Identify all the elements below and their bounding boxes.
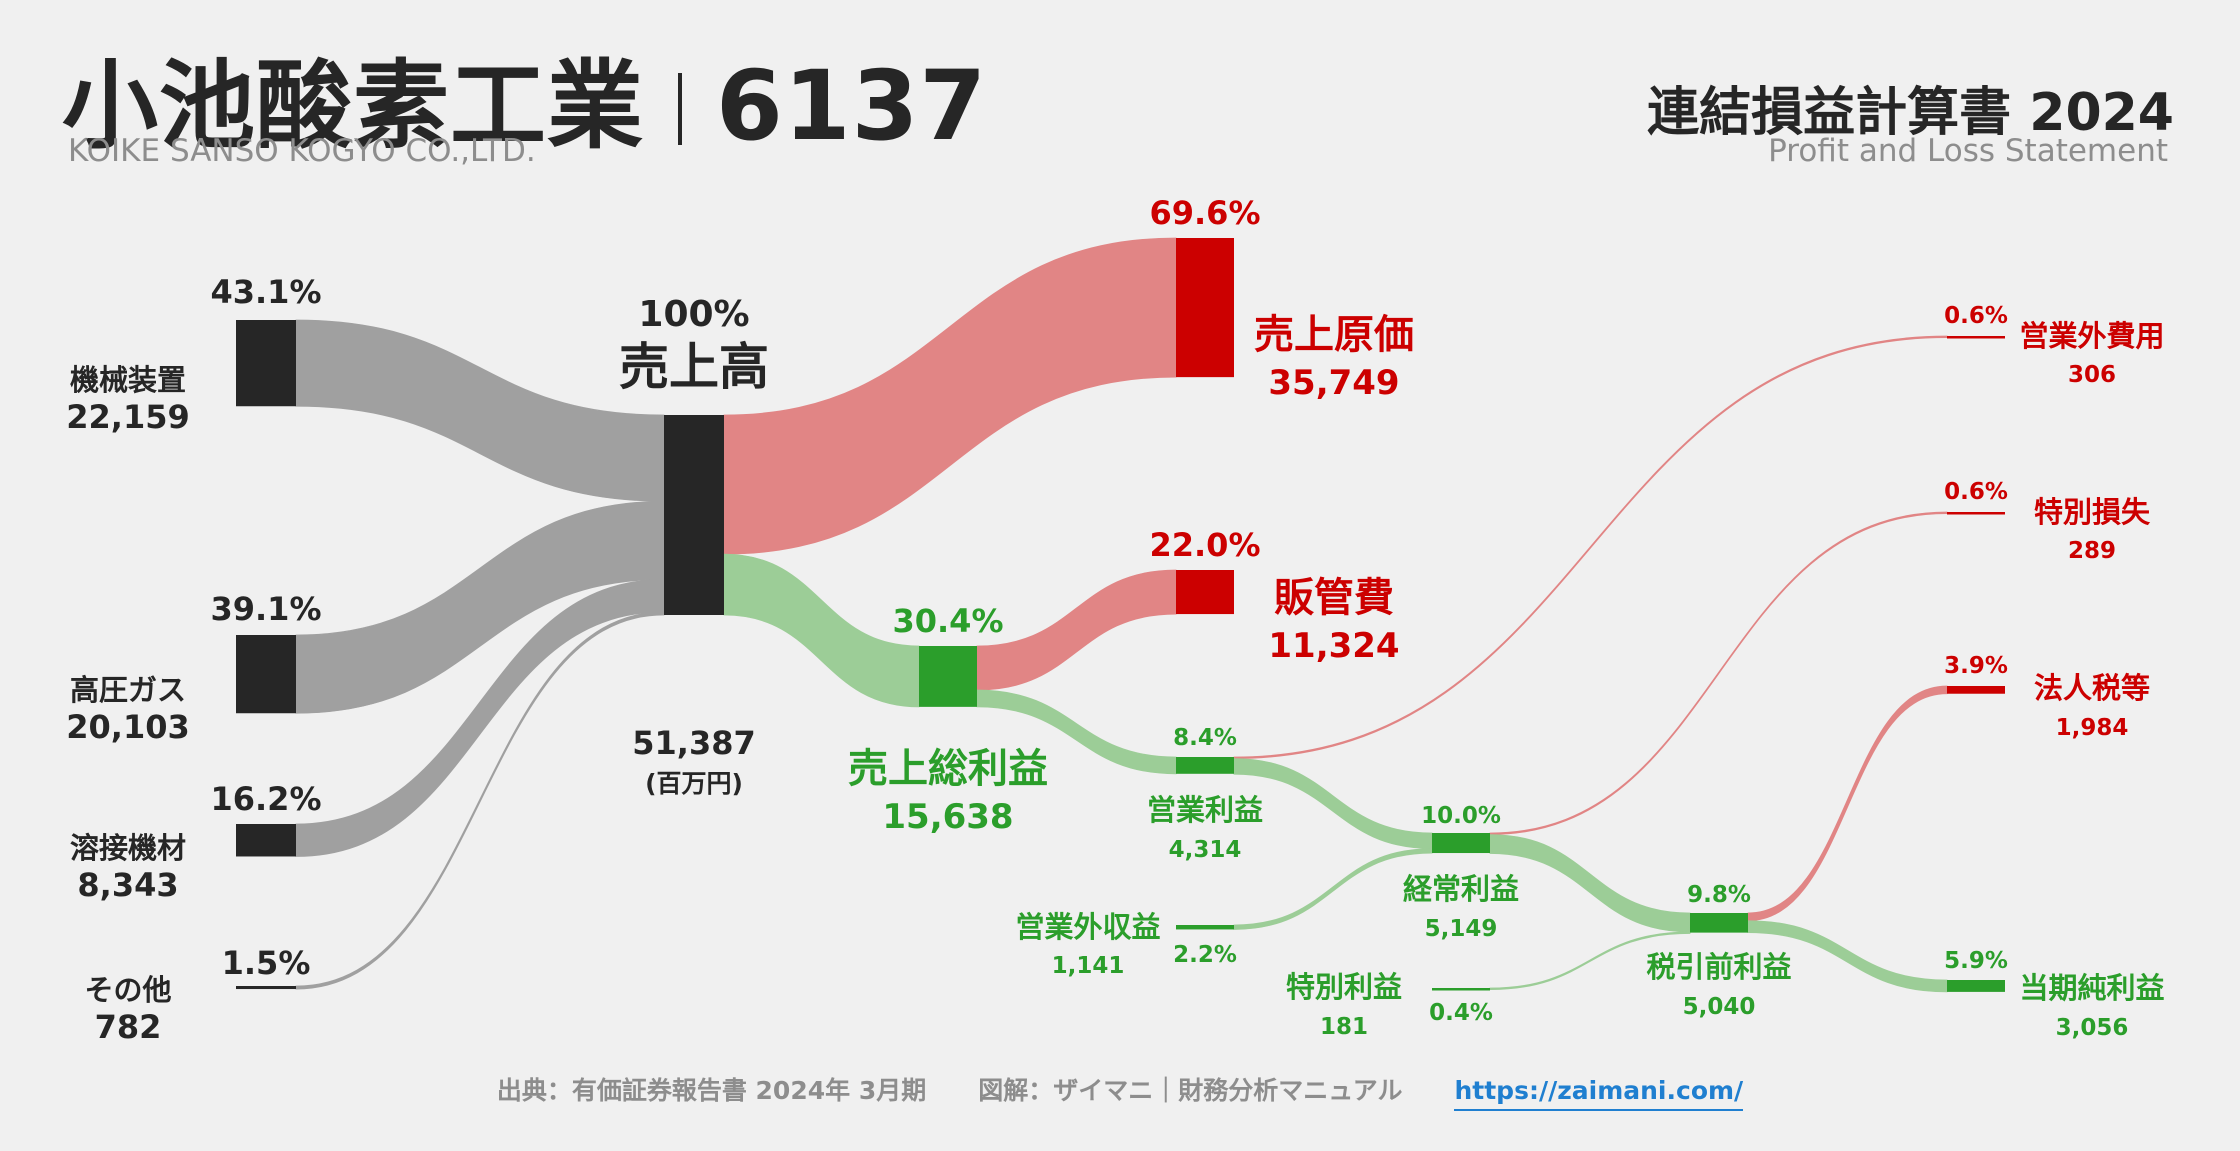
label-value-operating_profit: 4,314 [1169,837,1242,863]
label-value-machinery: 22,159 [66,398,189,436]
label-label-gas: 高圧ガス [70,673,186,707]
node-bar-ordinary_profit [1432,833,1490,854]
node-bar-non_op_expense [1947,336,2005,339]
label-pct-pretax_profit: 9.8% [1687,882,1751,908]
label-value-cogs: 35,749 [1268,363,1399,403]
sankey-link-extra_gain-to-pretax_profit [1489,931,1691,991]
label-pct-gas: 39.1% [210,590,321,628]
node-bar-sga [1176,570,1234,615]
node-bar-operating_profit [1176,757,1234,774]
sankey-link-revenue-to-cogs [723,237,1177,555]
sankey-link-pretax_profit-to-tax [1747,685,1948,922]
label-label-welding: 溶接機材 [70,831,186,865]
label-pct-tax: 3.9% [1944,653,2008,679]
label-label-operating_profit: 営業利益 [1147,793,1263,827]
sankey-link-ordinary_profit-to-extra_loss [1489,511,1948,836]
label-pct-revenue: 100% [638,294,749,335]
label-label-sga: 販管費 [1274,575,1394,621]
node-bar-extra_loss [1947,512,2005,515]
label-pct-gross_profit: 30.4% [892,602,1003,640]
label-pct-net_profit: 5.9% [1944,948,2008,974]
node-bar-gas [236,635,296,714]
label-label-pretax_profit: 税引前利益 [1646,950,1791,984]
label-label-non_op_expense: 営業外費用 [2019,319,2164,353]
statement-title: 連結損益計算書 2024 [1647,83,2174,143]
label-value-sga: 11,324 [1268,626,1399,666]
revenue-unit-label: (百万円) [645,769,743,798]
company-name: 小池酸素工業 [62,50,644,162]
node-bar-other [236,986,296,990]
label-value-extra_loss: 289 [2068,538,2116,564]
node-bar-machinery [236,320,296,407]
node-bar-non_op_income [1176,925,1234,930]
label-label-gross_profit: 売上総利益 [848,746,1048,792]
sankey-link-gross_profit-to-sga [976,569,1177,691]
label-pct-other: 1.5% [222,944,311,982]
label-pct-welding: 16.2% [210,780,321,818]
label-label-machinery: 機械装置 [70,363,186,397]
label-value-pretax_profit: 5,040 [1683,994,1756,1020]
node-bar-revenue [664,415,724,615]
label-pct-non_op_income: 2.2% [1173,942,1237,968]
node-bar-tax [1947,686,2005,694]
label-pct-operating_profit: 8.4% [1173,725,1237,751]
label-label-extra_gain: 特別利益 [1286,970,1402,1004]
label-pct-ordinary_profit: 10.0% [1421,803,1501,829]
node-bar-welding [236,824,296,857]
label-label-revenue: 売上高 [619,338,769,396]
sankey-links [295,237,1948,993]
node-bar-gross_profit [919,646,977,707]
label-pct-cogs: 69.6% [1149,194,1260,232]
node-bar-pretax_profit [1690,913,1748,933]
sankey-nodes [236,238,2005,992]
label-value-non_op_income: 1,141 [1052,953,1125,979]
label-label-net_profit: 当期純利益 [2019,971,2164,1005]
label-value-ordinary_profit: 5,149 [1425,916,1498,942]
node-bar-extra_gain [1432,988,1490,991]
label-value-net_profit: 3,056 [2056,1015,2129,1041]
node-bar-net_profit [1947,980,2005,992]
label-value-other: 782 [95,1008,162,1046]
sankey-labels: 43.1%機械装置22,15939.1%高圧ガス20,10316.2%溶接機材8… [66,194,2164,1046]
sankey-link-operating_profit-to-ordinary_profit [1233,758,1433,849]
label-value-revenue: 51,387 [632,724,755,762]
site-link[interactable]: https://zaimani.com/ [1454,1076,1744,1111]
sankey-link-machinery-to-revenue [295,319,665,502]
company-name-en: KOIKE SANSO KOGYO CO.,LTD. [68,133,536,169]
label-pct-machinery: 43.1% [210,273,321,311]
label-label-cogs: 売上原価 [1254,312,1414,358]
sankey-link-ordinary_profit-to-pretax_profit [1489,834,1691,933]
source-note: 出典：有価証券報告書 2024年 3月期 [496,1076,927,1105]
label-label-ordinary_profit: 経常利益 [1403,872,1519,906]
label-pct-sga: 22.0% [1149,526,1260,564]
label-label-extra_loss: 特別損失 [2034,495,2151,529]
label-pct-extra_gain: 0.4% [1429,1000,1493,1026]
label-label-other: その他 [84,973,171,1007]
ticker-code: 6137 [716,50,988,162]
label-label-tax: 法人税等 [2034,671,2150,705]
label-value-welding: 8,343 [77,866,178,904]
label-value-non_op_expense: 306 [2068,362,2116,388]
label-value-gross_profit: 15,638 [882,797,1013,837]
label-value-gas: 20,103 [66,708,189,746]
title-divider [678,72,682,145]
label-value-extra_gain: 181 [1320,1014,1368,1040]
label-label-non_op_income: 営業外収益 [1015,910,1160,944]
footer: 出典：有価証券報告書 2024年 3月期 図解：ザイマニ｜財務分析マニュアル htt… [0,1071,2240,1111]
sankey-link-revenue-to-gross_profit [723,553,920,708]
credit-note: 図解：ザイマニ｜財務分析マニュアル [978,1076,1403,1105]
label-pct-non_op_expense: 0.6% [1944,303,2008,329]
label-pct-extra_loss: 0.6% [1944,479,2008,505]
label-value-tax: 1,984 [2056,715,2129,741]
node-bar-cogs [1176,238,1234,378]
page-title: 小池酸素工業 6137 [62,28,987,167]
statement-subtitle: Profit and Loss Statement [1768,133,2168,169]
